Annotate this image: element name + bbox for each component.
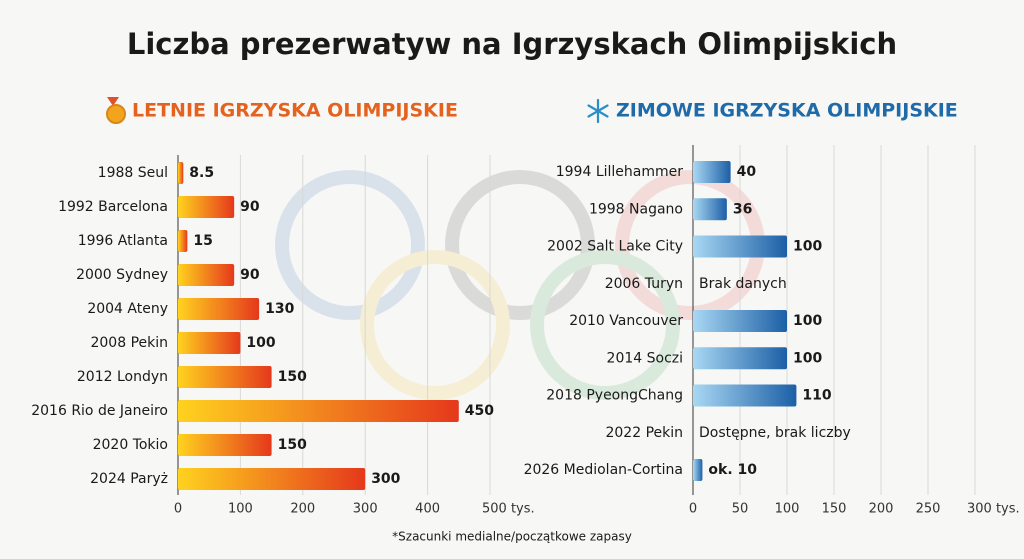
value-label: 90 — [240, 199, 260, 215]
value-label: 130 — [265, 301, 294, 317]
medal-icon — [106, 97, 126, 124]
value-label: 100 — [246, 335, 275, 351]
bar — [693, 235, 787, 258]
x-tick-label: 0 — [689, 502, 697, 517]
bar — [178, 468, 366, 490]
category-label: 2010 Vancouver — [569, 313, 683, 329]
x-tick-label: 100 — [228, 502, 253, 517]
category-label: 2008 Pekin — [90, 335, 168, 351]
category-label: 1992 Barcelona — [58, 199, 168, 215]
x-tick-label: 200 — [290, 502, 315, 517]
value-label: 100 — [793, 313, 822, 329]
category-label: 1988 Seul — [98, 165, 168, 181]
category-label: 1996 Atlanta — [78, 233, 168, 249]
category-label: 2020 Tokio — [93, 437, 168, 453]
x-tick-label: 400 — [415, 502, 440, 517]
bar — [178, 162, 184, 184]
value-label: ok. 10 — [708, 462, 757, 478]
subtitle: ZIMOWE IGRZYSKA OLIMPIJSKIE — [616, 100, 958, 122]
value-label: 110 — [802, 388, 831, 404]
value-label: Brak danych — [699, 276, 787, 292]
x-tick-label: 300 tys. — [967, 502, 1020, 517]
category-label: 2002 Salt Lake City — [547, 239, 683, 255]
value-label: 300 — [371, 471, 400, 487]
page-title: Liczba prezerwatyw na Igrzyskach Olimpij… — [127, 27, 897, 61]
category-label: 2006 Turyn — [605, 276, 683, 292]
x-tick-label: 100 — [775, 502, 800, 517]
bar — [178, 332, 241, 354]
snowflake-icon — [587, 98, 609, 124]
value-label: 450 — [465, 403, 494, 419]
value-label: 90 — [240, 267, 260, 283]
category-label: 1998 Nagano — [589, 201, 683, 217]
bar — [693, 198, 727, 221]
category-label: 2022 Pekin — [605, 425, 683, 441]
category-label: 2000 Sydney — [76, 267, 168, 283]
category-label: 2004 Ateny — [87, 301, 168, 317]
bar — [178, 264, 235, 286]
subtitle: LETNIE IGRZYSKA OLIMPIJSKIE — [132, 100, 458, 122]
bar — [693, 310, 787, 332]
bar — [693, 347, 787, 370]
value-label: 8.5 — [189, 165, 214, 181]
bar — [693, 384, 797, 407]
category-label: 2012 Londyn — [77, 369, 168, 385]
category-label: 2026 Mediolan-Cortina — [524, 462, 683, 478]
value-label: 40 — [737, 164, 757, 180]
x-tick-label: 500 tys. — [482, 502, 535, 517]
x-tick-label: 300 — [353, 502, 378, 517]
x-tick-label: 50 — [732, 502, 749, 517]
bar — [178, 230, 188, 252]
value-label: 150 — [278, 437, 307, 453]
value-label: Dostępne, brak liczby — [699, 425, 851, 441]
category-label: 2016 Rio de Janeiro — [31, 403, 168, 419]
x-tick-label: 200 — [869, 502, 894, 517]
bar — [693, 459, 703, 481]
category-label: 2024 Paryż — [90, 471, 168, 487]
bar — [178, 196, 235, 218]
value-label: 100 — [793, 350, 822, 366]
bar — [178, 298, 260, 320]
footnote: *Szacunki medialne/początkowe zapasy — [392, 530, 632, 544]
x-tick-label: 150 — [822, 502, 847, 517]
value-label: 100 — [793, 239, 822, 255]
value-label: 150 — [278, 369, 307, 385]
category-label: 2018 PyeongChang — [546, 388, 683, 404]
bar — [178, 434, 272, 456]
bar — [178, 400, 459, 422]
value-label: 15 — [193, 233, 212, 249]
bar — [693, 161, 731, 183]
category-label: 1994 Lillehammer — [556, 164, 684, 180]
x-tick-label: 250 — [916, 502, 941, 517]
bar — [178, 366, 272, 388]
value-label: 36 — [733, 201, 752, 217]
x-tick-label: 0 — [174, 502, 182, 517]
category-label: 2014 Soczi — [607, 350, 683, 366]
